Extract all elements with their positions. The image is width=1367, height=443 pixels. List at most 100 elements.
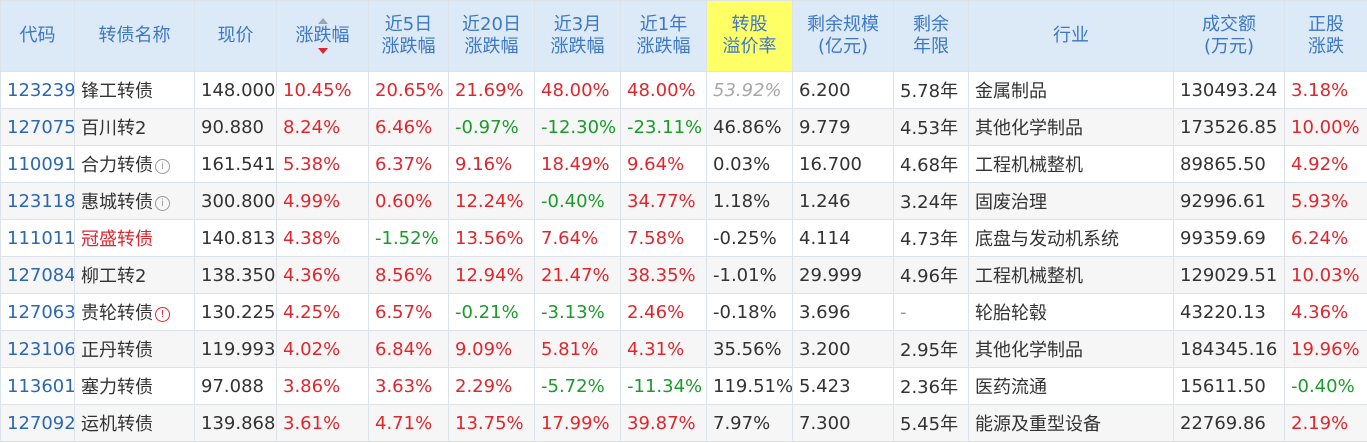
header-1y-line1: 近1年 xyxy=(639,14,688,35)
remain-scale-cell: 7.300 xyxy=(792,404,894,442)
bond-name-cell[interactable]: 百川转2 xyxy=(74,108,195,146)
header-industry[interactable]: 行业 xyxy=(968,0,1174,72)
header-stock-change[interactable]: 正股 涨跌 xyxy=(1284,0,1367,72)
header-name[interactable]: 转债名称 xyxy=(74,0,195,72)
table-row[interactable]: 123239 锋工转债 148.000 10.45% 20.65% 21.69% 48.00… xyxy=(0,71,1367,109)
bond-code-link[interactable]: 110091 xyxy=(0,145,75,183)
bond-name-cell[interactable]: 正丹转债 xyxy=(74,330,195,368)
header-volume-line1: 成交额 xyxy=(1202,14,1256,35)
change-5d-cell: 20.65% xyxy=(368,71,449,109)
header-20d-line2: 涨跌幅 xyxy=(464,36,519,57)
bond-name[interactable]: 运机转债 xyxy=(81,414,153,435)
header-price[interactable]: 现价 xyxy=(194,0,277,72)
stock-change-cell: 4.92% xyxy=(1284,145,1367,183)
header-volume[interactable]: 成交额 (万元) xyxy=(1173,0,1285,72)
header-row: 代码 转债名称 现价 涨跌幅 近5日 涨跌幅 近20日 涨跌幅 近3月 涨跌幅 近1年… xyxy=(0,0,1367,72)
change-1y-cell: 9.64% xyxy=(620,145,707,183)
industry-cell: 底盘与发动机系统 xyxy=(968,219,1174,257)
header-3m-change[interactable]: 近3月 涨跌幅 xyxy=(534,0,621,72)
change-20d-cell: 13.56% xyxy=(448,219,535,257)
premium-cell: 119.51% xyxy=(706,367,793,405)
bond-code-link[interactable]: 111011 xyxy=(0,219,75,257)
bond-name[interactable]: 百川转2 xyxy=(81,118,147,139)
table-row[interactable]: 113601 塞力转债 97.088 3.86% 3.63% 2.29% -5.72% -11… xyxy=(0,367,1367,405)
table-row[interactable]: 123106 正丹转债 119.993 4.02% 6.84% 9.09% 5.81% 4.3… xyxy=(0,330,1367,368)
bond-code-link[interactable]: 127092 xyxy=(0,404,75,442)
change-1y-cell: 34.77% xyxy=(620,182,707,220)
table-row[interactable]: 127092 运机转债 139.868 3.61% 4.71% 13.75% 17.99% 3… xyxy=(0,404,1367,442)
table-row[interactable]: 110091 合力转债 i 161.541 5.38% 6.37% 9.16% 18.49% 9… xyxy=(0,145,1367,183)
bond-code-link[interactable]: 127063 xyxy=(0,293,75,331)
header-1y-change[interactable]: 近1年 涨跌幅 xyxy=(620,0,707,72)
bond-name-cell[interactable]: 合力转债 i xyxy=(74,145,195,183)
bond-name[interactable]: 塞力转债 xyxy=(81,377,153,398)
header-code[interactable]: 代码 xyxy=(0,0,75,72)
warning-icon[interactable]: ! xyxy=(155,307,170,322)
bond-name[interactable]: 合力转债 xyxy=(81,155,153,176)
stock-change-cell: 10.00% xyxy=(1284,108,1367,146)
table-row[interactable]: 111011 冠盛转债 140.813 4.38% -1.52% 13.56% 7.64% 7… xyxy=(0,219,1367,257)
change-20d-cell: 12.24% xyxy=(448,182,535,220)
change-20d-cell: 13.75% xyxy=(448,404,535,442)
bond-code-link[interactable]: 123118 xyxy=(0,182,75,220)
bond-name-cell[interactable]: 惠城转债 i xyxy=(74,182,195,220)
remain-scale-cell: 3.696 xyxy=(792,293,894,331)
info-icon[interactable]: i xyxy=(155,196,170,211)
change-1y-cell: 7.58% xyxy=(620,219,707,257)
price-cell: 139.868 xyxy=(194,404,277,442)
sort-descending-icon[interactable] xyxy=(317,48,328,54)
price-cell: 138.350 xyxy=(194,256,277,294)
premium-cell: 46.86% xyxy=(706,108,793,146)
stock-change-cell: 2.19% xyxy=(1284,404,1367,442)
stock-change-cell: 6.24% xyxy=(1284,219,1367,257)
change-5d-cell: 6.84% xyxy=(368,330,449,368)
bond-code-link[interactable]: 123239 xyxy=(0,71,75,109)
bond-code-link[interactable]: 123106 xyxy=(0,330,75,368)
header-premium[interactable]: 转股 溢价率 xyxy=(706,0,793,72)
bond-name-cell[interactable]: 贵轮转债! xyxy=(74,293,195,331)
sort-ascending-icon[interactable] xyxy=(317,18,328,24)
bond-name[interactable]: 柳工转2 xyxy=(81,266,147,287)
bond-name[interactable]: 冠盛转债 xyxy=(81,229,153,250)
bond-name-cell[interactable]: 冠盛转债 xyxy=(74,219,195,257)
change-5d-cell: 3.63% xyxy=(368,367,449,405)
bond-name[interactable]: 惠城转债 xyxy=(81,192,153,213)
change-3m-cell: 21.47% xyxy=(534,256,621,294)
change-1y-cell: -23.11% xyxy=(620,108,707,146)
bond-code-link[interactable]: 127075 xyxy=(0,108,75,146)
change-5d-cell: 6.46% xyxy=(368,108,449,146)
bond-code-link[interactable]: 127084 xyxy=(0,256,75,294)
volume-cell: 130493.24 xyxy=(1173,71,1285,109)
change-20d-cell: 9.09% xyxy=(448,330,535,368)
header-20d-line1: 近20日 xyxy=(462,14,521,35)
remain-years-cell: 4.53年 xyxy=(893,108,969,146)
table-row[interactable]: 127084 柳工转2 138.350 4.36% 8.56% 12.94% 21.47% 3… xyxy=(0,256,1367,294)
table-row[interactable]: 127063 贵轮转债! 130.225 4.25% 6.57% -0.21% -3.13%… xyxy=(0,293,1367,331)
table-row[interactable]: 123118 惠城转债 i 300.800 4.99% 0.60% 12.24% -0.40%… xyxy=(0,182,1367,220)
change-20d-cell: 2.29% xyxy=(448,367,535,405)
table-row[interactable]: 127075 百川转2 90.880 8.24% 6.46% -0.97% -12.30% -… xyxy=(0,108,1367,146)
premium-cell: -1.01% xyxy=(706,256,793,294)
bond-name-cell[interactable]: 柳工转2 xyxy=(74,256,195,294)
change-20d-cell: 9.16% xyxy=(448,145,535,183)
remain-scale-cell: 4.114 xyxy=(792,219,894,257)
header-5d-change[interactable]: 近5日 涨跌幅 xyxy=(368,0,449,72)
stock-change-cell: 3.18% xyxy=(1284,71,1367,109)
bond-name-cell[interactable]: 运机转债 xyxy=(74,404,195,442)
change-3m-cell: 7.64% xyxy=(534,219,621,257)
bond-name-cell[interactable]: 塞力转债 xyxy=(74,367,195,405)
bond-code-link[interactable]: 113601 xyxy=(0,367,75,405)
header-remain-years[interactable]: 剩余 年限 xyxy=(893,0,969,72)
info-icon[interactable]: i xyxy=(155,159,170,174)
bond-name-cell[interactable]: 锋工转债 xyxy=(74,71,195,109)
header-change[interactable]: 涨跌幅 xyxy=(276,0,369,72)
header-20d-change[interactable]: 近20日 涨跌幅 xyxy=(448,0,535,72)
bond-name[interactable]: 贵轮转债 xyxy=(81,303,153,324)
bond-name[interactable]: 正丹转债 xyxy=(81,340,153,361)
price-cell: 161.541 xyxy=(194,145,277,183)
header-scale-line1: 剩余规模 xyxy=(807,14,879,35)
industry-cell: 能源及重型设备 xyxy=(968,404,1174,442)
change-cell: 5.38% xyxy=(276,145,369,183)
bond-name[interactable]: 锋工转债 xyxy=(81,81,153,102)
header-remain-scale[interactable]: 剩余规模 (亿元) xyxy=(792,0,894,72)
